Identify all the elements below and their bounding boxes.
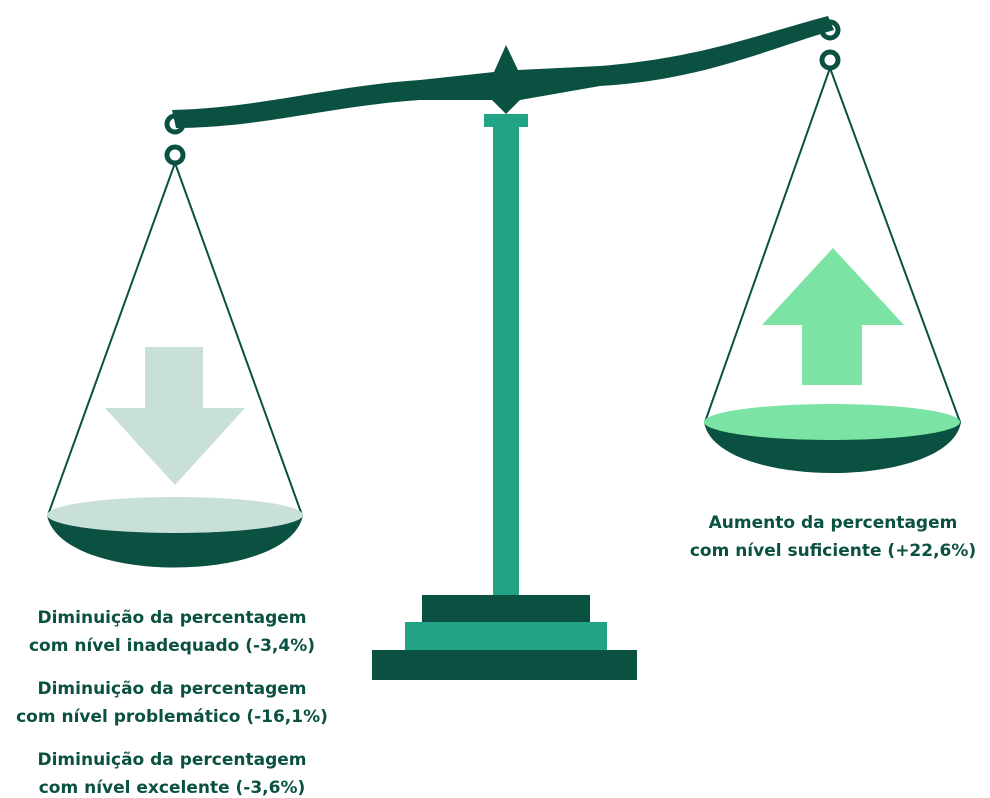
base-bottom — [372, 650, 637, 680]
right-label: Aumento da percentagem — [709, 513, 958, 533]
base-top — [422, 595, 590, 623]
right-label: com nível suficiente (+22,6%) — [690, 541, 976, 561]
left-label: com nível problemático (-16,1%) — [16, 707, 328, 727]
beam — [172, 16, 834, 128]
right-arrow — [762, 248, 904, 385]
left-label: com nível inadequado (-3,4%) — [29, 636, 315, 656]
column — [493, 115, 519, 597]
page: Aumento da percentagem com nível suficie… — [0, 0, 990, 798]
left-arrow — [105, 347, 245, 485]
left-label: Diminuição da percentagem — [37, 750, 306, 770]
scale-infographic: Aumento da percentagem com nível suficie… — [0, 0, 990, 798]
left-pan-top — [47, 497, 303, 533]
left-label: com nível excelente (-3,6%) — [39, 778, 306, 798]
left-label: Diminuição da percentagem — [37, 608, 306, 628]
base-middle — [405, 622, 607, 651]
right-pan-top — [704, 404, 960, 440]
column-cap — [484, 114, 528, 127]
left-label: Diminuição da percentagem — [37, 679, 306, 699]
